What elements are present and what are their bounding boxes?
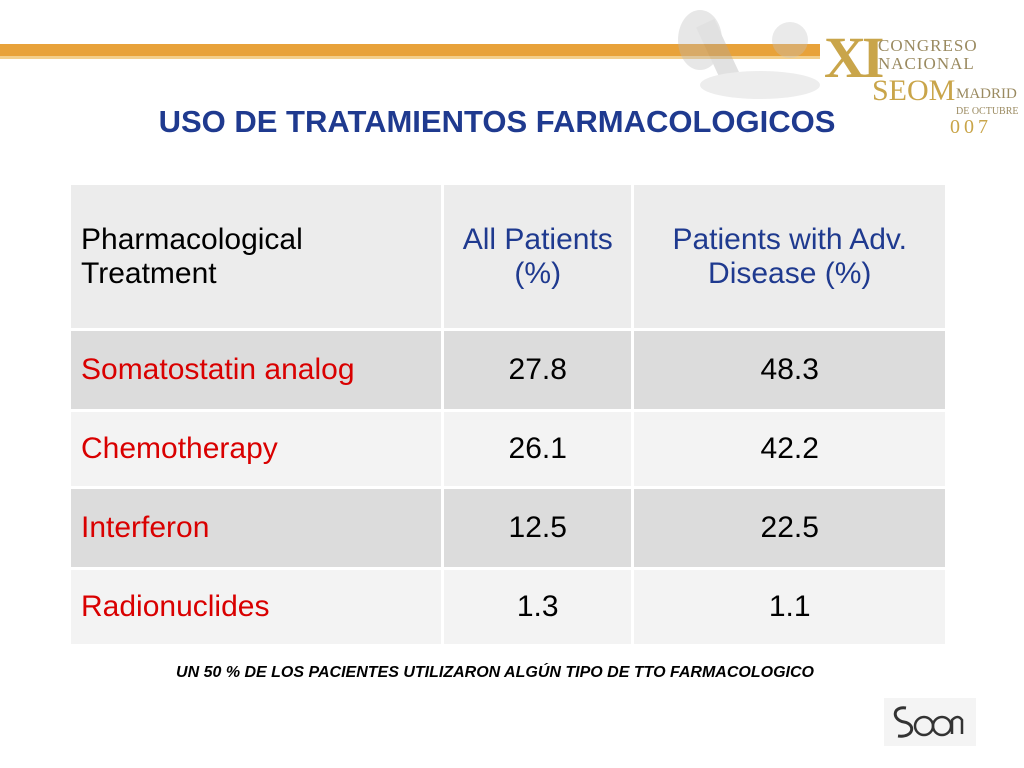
- adv-disease-value: 48.3: [631, 328, 948, 412]
- congress-year: 007: [950, 116, 992, 138]
- table-row: Somatostatin analog 27.8 48.3: [68, 328, 948, 412]
- table-row: Chemotherapy 26.1 42.2: [68, 409, 948, 489]
- all-patients-value: 27.8: [440, 328, 635, 412]
- congress-logo: XI CONGRESO NACIONAL SEOM MADRID DE OCTU…: [820, 20, 1020, 150]
- slide-title: USO DE TRATAMIENTOS FARMACOLOGICOS: [158, 104, 836, 139]
- header-adv-disease: Patients with Adv. Disease (%): [631, 182, 948, 331]
- adv-disease-value: 22.5: [631, 486, 948, 570]
- all-patients-value: 26.1: [440, 409, 635, 489]
- table-header-row: Pharmacological Treatment All Patients (…: [68, 182, 948, 331]
- table-row: Interferon 12.5 22.5: [68, 486, 948, 570]
- seom-logo-icon: [884, 698, 976, 746]
- all-patients-value: 12.5: [440, 486, 635, 570]
- congress-line-2: NACIONAL: [878, 54, 975, 73]
- all-patients-value: 1.3: [440, 567, 635, 647]
- header-all-patients: All Patients (%): [440, 182, 635, 331]
- table-row: Radionuclides 1.3 1.1: [68, 567, 948, 647]
- congress-society: SEOM: [872, 74, 956, 107]
- microscope-watermark-icon: [678, 10, 820, 99]
- adv-disease-value: 42.2: [631, 409, 948, 489]
- congress-line-1: CONGRESO: [878, 36, 978, 55]
- congress-roman-numeral: XI: [824, 25, 885, 90]
- treatment-name: Interferon: [68, 486, 444, 570]
- footer-note: UN 50 % DE LOS PACIENTES UTILIZARON ALGÚ…: [176, 664, 814, 681]
- treatment-name: Somatostatin analog: [68, 328, 444, 412]
- adv-disease-value: 1.1: [631, 567, 948, 647]
- accent-bar: [0, 44, 820, 59]
- treatment-name: Chemotherapy: [68, 409, 444, 489]
- header-treatment: Pharmacological Treatment: [68, 182, 444, 331]
- treatment-table: Pharmacological Treatment All Patients (…: [68, 182, 948, 647]
- treatment-name: Radionuclides: [68, 567, 444, 647]
- congress-date: DE OCTUBRE: [956, 106, 1019, 117]
- congress-city: MADRID: [956, 86, 1017, 102]
